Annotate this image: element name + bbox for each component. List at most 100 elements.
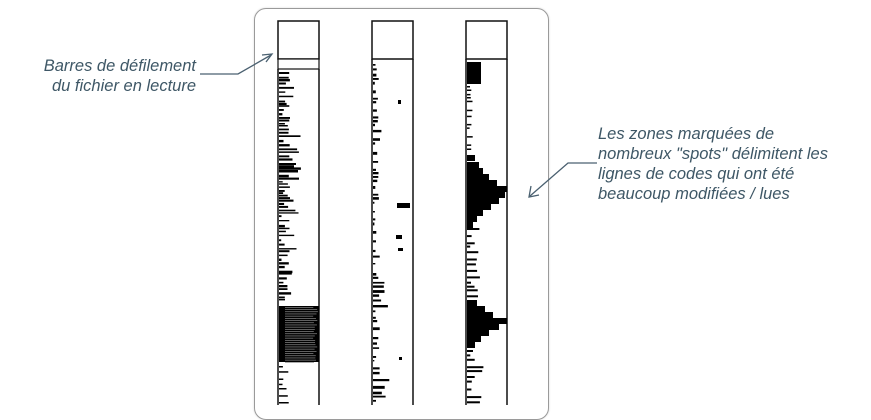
arrow-right-callout xyxy=(528,162,597,198)
spot-mark xyxy=(373,342,377,345)
scrollbar-annotation-line-1: Barres de défilement xyxy=(43,57,196,75)
spot-mark xyxy=(279,181,283,183)
spot-mark xyxy=(467,295,478,298)
spot-mark xyxy=(279,265,285,269)
spot-texture xyxy=(285,344,316,346)
spot-mark xyxy=(279,215,282,218)
scrollbar-3-spots xyxy=(467,62,507,404)
spot-mark xyxy=(279,258,282,261)
spot-mark xyxy=(279,212,299,214)
spot-mark xyxy=(279,388,287,390)
spot-mark xyxy=(373,391,382,395)
spot-mark xyxy=(279,262,289,265)
spot-mark xyxy=(279,144,290,147)
spot-mark xyxy=(279,113,283,116)
spot-mark xyxy=(279,109,284,111)
spot-texture xyxy=(285,346,318,348)
spot-texture xyxy=(285,309,318,310)
spot-mark xyxy=(467,258,477,261)
spot-mark xyxy=(373,211,375,213)
spot-mark xyxy=(467,401,480,404)
spots-annotation-line-2: nombreux "spots" délimitent les xyxy=(598,145,828,163)
spot-mark xyxy=(373,327,380,331)
spot-mark xyxy=(467,306,485,312)
spot-mark xyxy=(467,342,475,348)
spot-mark xyxy=(279,285,288,288)
spot-mark xyxy=(467,281,471,284)
spot-mark xyxy=(279,163,296,165)
spot-mark xyxy=(279,95,294,98)
spot-mark xyxy=(373,294,380,297)
spot-mark xyxy=(373,81,375,85)
scrollbar-1-thumb xyxy=(277,20,320,60)
spot-mark xyxy=(467,216,477,222)
spot-mark xyxy=(279,395,288,397)
spot-mark xyxy=(373,231,377,234)
spot-texture xyxy=(285,311,318,313)
spot-mark xyxy=(279,100,286,103)
spot-mark xyxy=(279,281,284,284)
spot-mark xyxy=(279,190,285,192)
spot-texture xyxy=(285,331,314,332)
spot-mark xyxy=(279,296,285,299)
spot-mark xyxy=(279,167,301,170)
spot-mark xyxy=(279,119,290,122)
spot-mark xyxy=(467,350,473,352)
spot-mark xyxy=(279,158,293,161)
scrollbar-2-thumb xyxy=(371,20,414,60)
spot-mark xyxy=(279,371,289,373)
spot-mark xyxy=(373,109,377,112)
spots-annotation-line-3: lignes de codes qui ont été xyxy=(598,165,795,183)
spot-mark xyxy=(467,396,482,399)
spot-mark xyxy=(467,109,473,112)
spot-mark xyxy=(467,97,471,99)
spot-texture xyxy=(285,353,314,354)
spot-mark xyxy=(279,135,301,137)
spot-mark xyxy=(373,379,390,382)
spot-mark xyxy=(467,263,476,266)
spot-texture xyxy=(285,362,314,363)
spot-mark xyxy=(467,300,477,306)
spot-texture xyxy=(285,335,315,337)
spot-mark xyxy=(279,227,290,230)
spot-mark xyxy=(373,123,375,127)
spot-texture xyxy=(285,357,316,359)
spot-mark xyxy=(467,180,497,186)
spot-mark xyxy=(279,105,290,107)
spot-texture xyxy=(285,337,314,339)
spot-texture xyxy=(285,318,316,319)
spot-mark xyxy=(279,123,285,125)
spot-texture xyxy=(285,326,315,328)
spot-mark xyxy=(279,277,287,280)
spot-mark xyxy=(467,269,478,272)
spot-mark xyxy=(279,230,286,233)
spot-mark xyxy=(279,125,288,127)
spot-mark xyxy=(279,292,292,295)
scrollbar-2-spots xyxy=(373,64,410,402)
spot-mark xyxy=(279,197,290,200)
spot-mark xyxy=(373,263,376,265)
spot-mark xyxy=(279,199,294,202)
spot-mark xyxy=(373,90,376,94)
spot-texture xyxy=(285,348,315,350)
spot-mark xyxy=(373,73,377,77)
spot-mark xyxy=(279,254,288,257)
spot-mark xyxy=(399,357,402,360)
spot-mark xyxy=(373,360,375,362)
spot-mark xyxy=(279,378,284,380)
spot-texture xyxy=(285,322,314,324)
spot-texture xyxy=(285,340,316,341)
spot-mark xyxy=(373,347,380,349)
spot-mark xyxy=(467,388,472,391)
scrollbar-annotation-line-2: du fichier en lecture xyxy=(52,77,196,95)
spot-mark xyxy=(373,255,380,258)
scrollbar-3-thumb xyxy=(465,20,508,60)
spot-texture xyxy=(285,313,317,315)
spot-mark xyxy=(279,139,284,143)
spot-mark xyxy=(373,179,378,183)
spot-mark xyxy=(373,399,376,402)
spot-texture xyxy=(285,324,317,326)
spot-mark xyxy=(373,161,379,163)
spot-mark xyxy=(467,210,483,216)
spot-mark xyxy=(373,240,376,243)
